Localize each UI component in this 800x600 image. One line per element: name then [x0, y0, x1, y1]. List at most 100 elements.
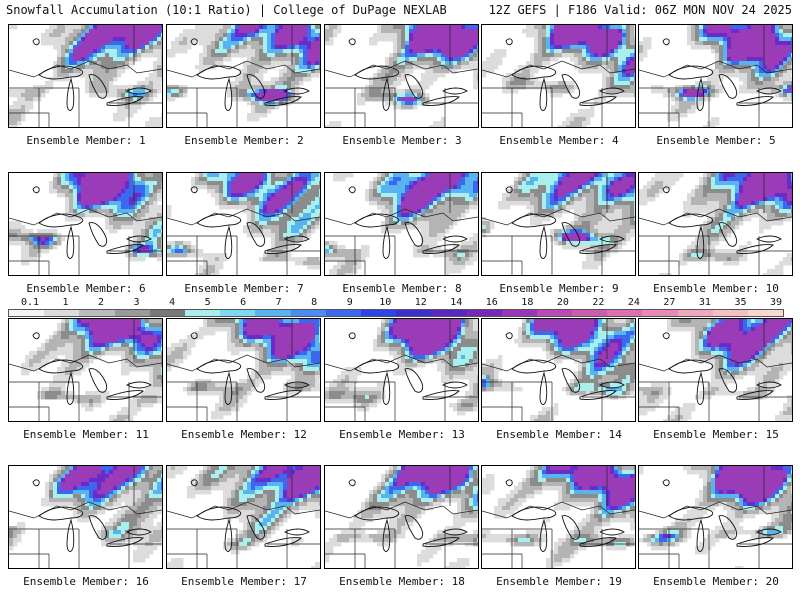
snowfall-map [325, 466, 478, 568]
snowfall-shading [167, 466, 320, 568]
snowfall-map [9, 319, 162, 421]
snowfall-map [639, 319, 792, 421]
colorbar-tick: 16 [485, 297, 498, 308]
snowfall-shading [639, 319, 792, 421]
colorbar-swatch [396, 310, 432, 316]
member-map-20 [638, 465, 793, 569]
colorbar-swatch [431, 310, 467, 316]
snowfall-shading [482, 466, 635, 568]
snowfall-map [167, 466, 320, 568]
member-label-17: Ensemble Member: 17 [181, 575, 307, 588]
member-label-10: Ensemble Member: 10 [653, 282, 779, 295]
snowfall-map [482, 25, 635, 127]
snowfall-shading [482, 173, 635, 270]
colorbar-swatch [536, 310, 572, 316]
snowfall-map [9, 466, 162, 568]
colorbar-swatch [642, 310, 678, 316]
great-lakes-outline [190, 332, 310, 405]
great-lakes-outline [32, 332, 152, 405]
colorbar-swatch [677, 310, 713, 316]
member-label-19: Ensemble Member: 19 [496, 575, 622, 588]
member-map-9 [481, 172, 636, 276]
snowfall-map [639, 173, 792, 275]
great-lakes-outline [32, 479, 152, 552]
member-label-5: Ensemble Member: 5 [656, 134, 776, 147]
snowfall-shading [639, 25, 792, 127]
great-lakes-outline [348, 332, 468, 405]
great-lakes-outline [662, 332, 782, 405]
member-label-1: Ensemble Member: 1 [26, 134, 146, 147]
member-map-5 [638, 24, 793, 128]
member-map-3 [324, 24, 479, 128]
colorbar-swatch [466, 310, 502, 316]
colorbar-tick: 8 [311, 297, 318, 308]
great-lakes-outline [662, 38, 782, 111]
snowfall-map [167, 173, 320, 275]
member-map-12 [166, 318, 321, 422]
colorbar-swatch [114, 310, 150, 316]
member-label-14: Ensemble Member: 14 [496, 428, 622, 441]
great-lakes-outline [505, 186, 625, 259]
colorbar-swatch [607, 310, 643, 316]
member-map-17 [166, 465, 321, 569]
member-map-6 [8, 172, 163, 276]
member-map-14 [481, 318, 636, 422]
great-lakes-outline [32, 186, 152, 259]
colorbar-swatch [255, 310, 291, 316]
colorbar-swatch [220, 310, 256, 316]
snowfall-shading [9, 466, 162, 563]
colorbar-swatch [325, 310, 361, 316]
member-map-2 [166, 24, 321, 128]
colorbar-tick: 9 [346, 297, 353, 308]
member-label-15: Ensemble Member: 15 [653, 428, 779, 441]
colorbar-tick: 7 [275, 297, 282, 308]
colorbar-tick: 6 [240, 297, 247, 308]
snowfall-shading [482, 319, 635, 421]
snowfall-shading [21, 319, 162, 421]
member-label-11: Ensemble Member: 11 [23, 428, 149, 441]
colorbar-tick: 10 [379, 297, 392, 308]
member-map-18 [324, 465, 479, 569]
colorbar-tick: 4 [169, 297, 176, 308]
colorbar-tick: 5 [204, 297, 211, 308]
member-label-4: Ensemble Member: 4 [499, 134, 619, 147]
member-label-20: Ensemble Member: 20 [653, 575, 779, 588]
colorbar-tick: 22 [592, 297, 605, 308]
colorbar-swatch [44, 310, 80, 316]
colorbar-swatch [501, 310, 537, 316]
snowfall-map [639, 25, 792, 127]
great-lakes-outline [505, 38, 625, 111]
colorbar-swatch [79, 310, 115, 316]
snowfall-map [482, 319, 635, 421]
great-lakes-outline [505, 479, 625, 552]
colorbar-swatch [184, 310, 221, 316]
member-label-3: Ensemble Member: 3 [342, 134, 462, 147]
map-title: Snowfall Accumulation (10:1 Ratio) | Col… [6, 3, 447, 17]
colorbar-tick: 27 [663, 297, 676, 308]
snowfall-shading [639, 466, 792, 568]
colorbar-tick: 35 [734, 297, 747, 308]
colorbar-tick: 24 [627, 297, 640, 308]
member-label-18: Ensemble Member: 18 [339, 575, 465, 588]
snowfall-shading [325, 319, 478, 416]
colorbar-tick: 20 [556, 297, 569, 308]
great-lakes-outline [190, 479, 310, 552]
great-lakes-outline [32, 38, 152, 111]
great-lakes-outline [505, 332, 625, 405]
member-map-19 [481, 465, 636, 569]
colorbar-tick: 39 [769, 297, 783, 308]
snowfall-map [325, 25, 478, 127]
political-borders [325, 25, 478, 127]
political-borders [639, 466, 792, 568]
great-lakes-outline [348, 38, 468, 111]
member-map-16 [8, 465, 163, 569]
colorbar-tick: 18 [521, 297, 534, 308]
snowfall-map [482, 466, 635, 568]
snowfall-shading [167, 319, 320, 420]
snowfall-map [9, 25, 162, 127]
member-map-13 [324, 318, 479, 422]
member-map-10 [638, 172, 793, 276]
colorbar-swatch [360, 310, 397, 316]
colorbar-tick: 0.1 [20, 297, 40, 308]
member-map-1 [8, 24, 163, 128]
